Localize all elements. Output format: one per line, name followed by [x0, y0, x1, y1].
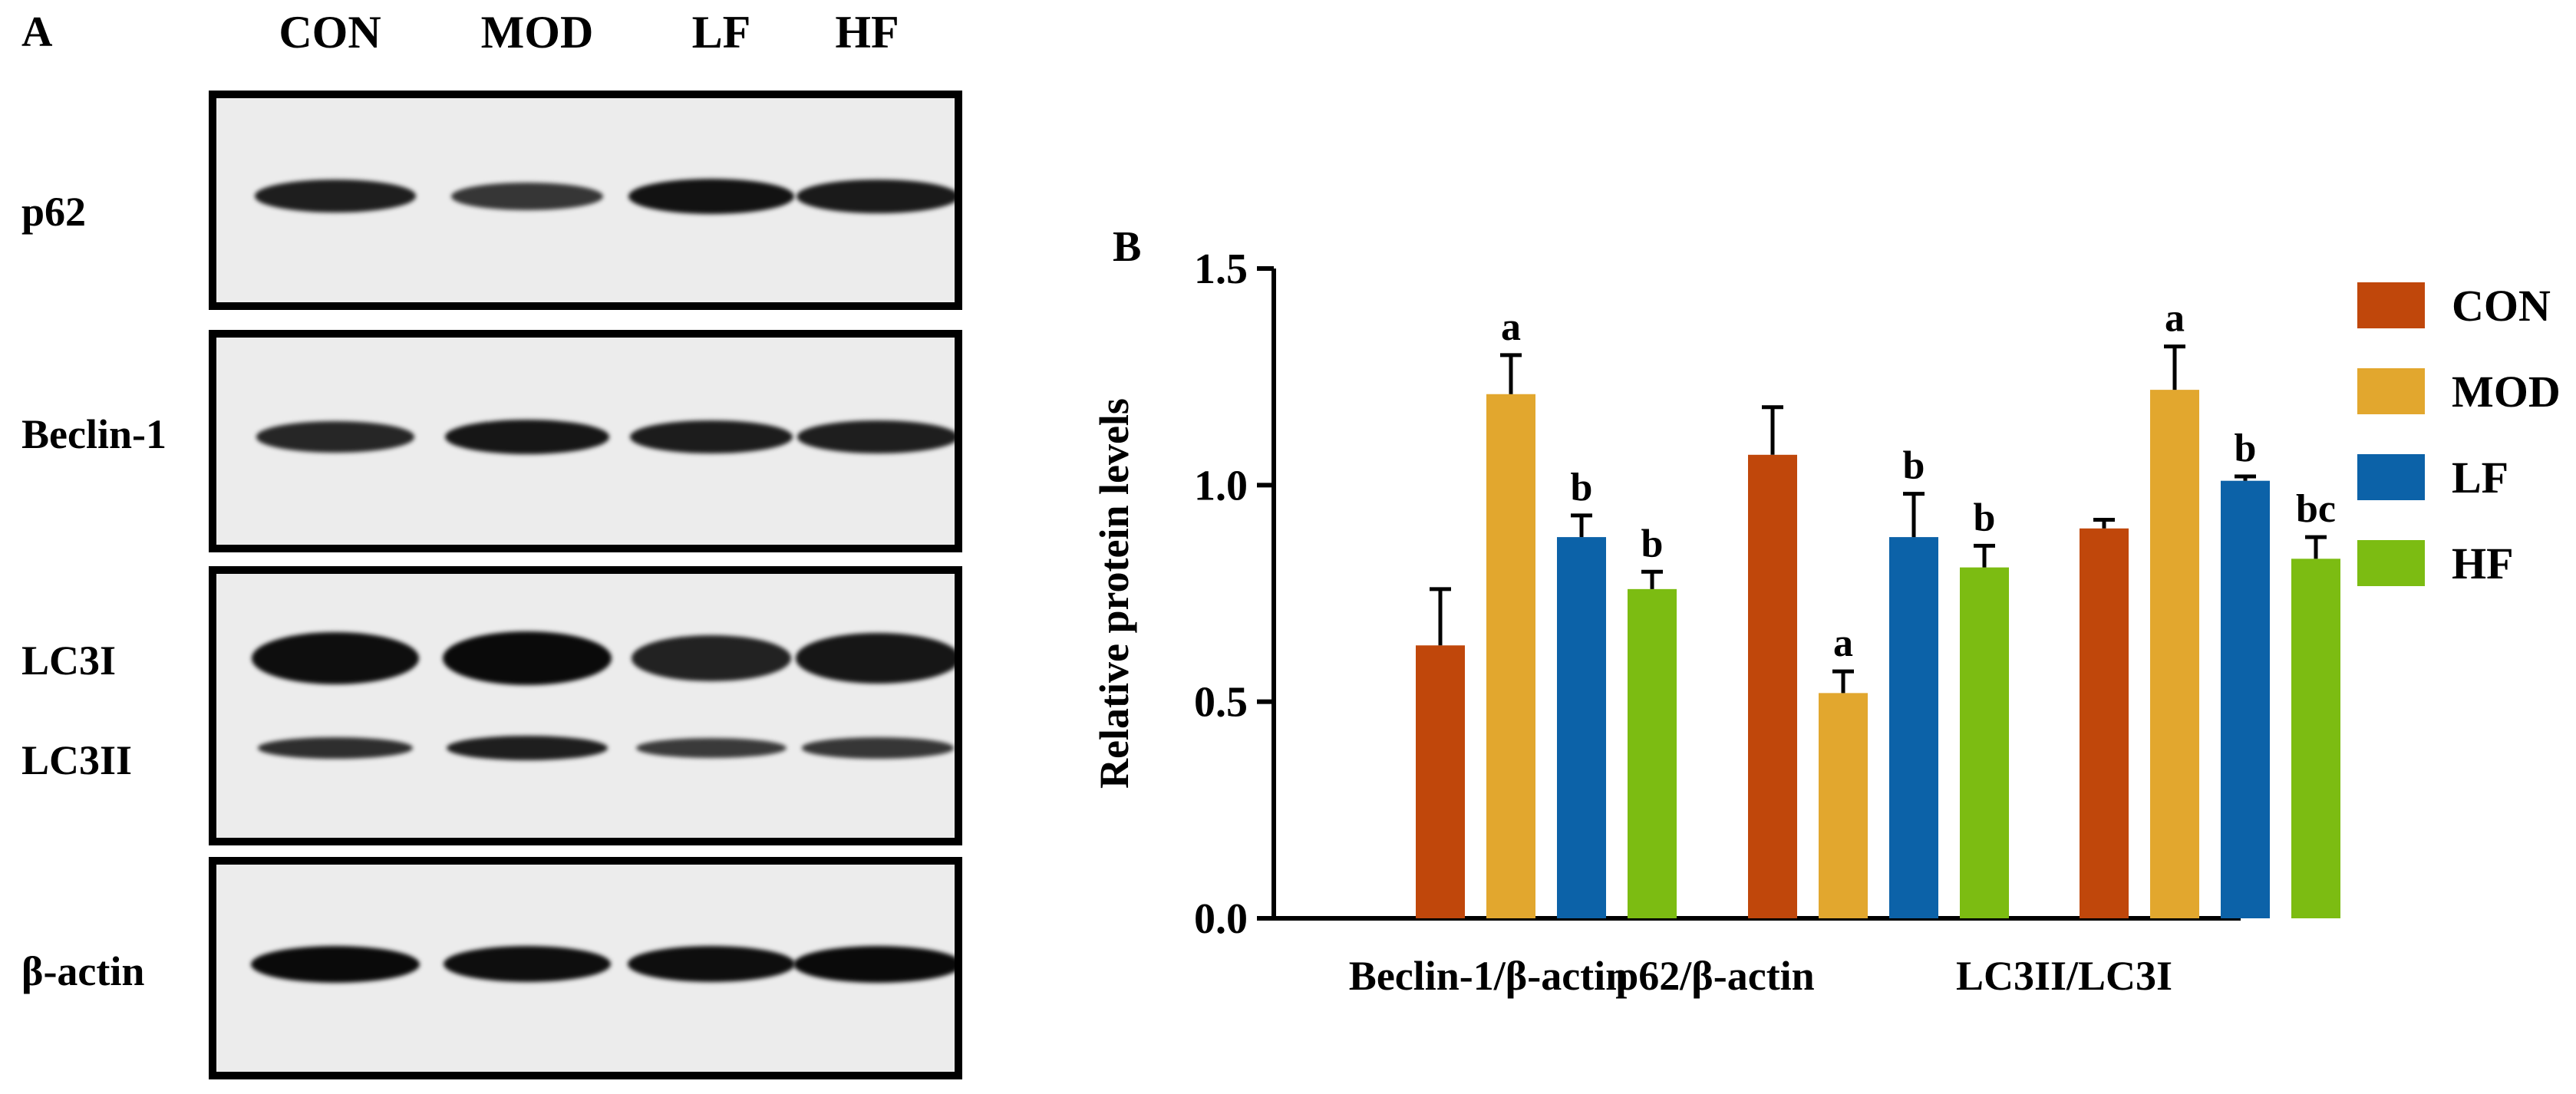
bar — [2080, 528, 2129, 918]
blot-band — [632, 634, 791, 682]
significance-label: a — [1501, 305, 1521, 349]
blot-band — [443, 631, 612, 686]
panel-a-letter: A — [21, 8, 53, 56]
significance-label: b — [1974, 496, 1996, 539]
significance-label: b — [2235, 427, 2257, 470]
blot-label-lc3i: LC3I — [21, 638, 117, 684]
blot-band — [445, 420, 609, 454]
bar — [1748, 454, 1797, 918]
blot-label-beta-actin: β-actin — [21, 948, 145, 994]
blot-band — [797, 179, 955, 213]
y-axis-title: Relative protein levels — [1091, 398, 1137, 789]
significance-label: b — [1641, 522, 1664, 565]
lane-label-hf: HF — [835, 7, 899, 58]
blot-band — [797, 420, 955, 453]
x-category-label: LC3II/LC3I — [1956, 953, 2172, 999]
blot-label-beclin1: Beclin-1 — [21, 411, 167, 457]
legend-label: HF — [2452, 539, 2514, 588]
bar — [1416, 645, 1465, 918]
blot-band — [255, 180, 416, 213]
blot-band — [630, 420, 793, 454]
bar — [1486, 394, 1535, 918]
bar — [1960, 567, 2009, 918]
blot-band — [256, 421, 414, 453]
blot-lc3 — [209, 566, 962, 845]
legend-swatch — [2357, 454, 2425, 500]
x-category-label: Beclin-1/β-actin — [1349, 953, 1628, 999]
bar — [2291, 559, 2340, 918]
blot-band — [444, 946, 611, 983]
significance-label: b — [1903, 444, 1925, 488]
lane-label-con: CON — [279, 7, 381, 58]
blot-band — [628, 946, 795, 983]
blot-beclin1 — [209, 330, 962, 552]
bar — [1889, 537, 1938, 918]
y-tick-label: 0.0 — [1194, 895, 1248, 943]
bar — [1557, 537, 1606, 918]
bar — [1819, 693, 1868, 918]
lane-label-mod: MOD — [480, 7, 594, 58]
blot-band — [796, 633, 955, 684]
significance-label: a — [1833, 621, 1853, 665]
blot-label-p62: p62 — [21, 189, 87, 235]
significance-label: a — [2165, 297, 2185, 341]
y-tick-label: 0.5 — [1194, 679, 1248, 727]
legend-label: CON — [2452, 281, 2551, 331]
bar — [2221, 480, 2270, 918]
bar — [2150, 390, 2199, 918]
blot-band — [451, 182, 603, 210]
blot-label-lc3ii: LC3II — [21, 737, 133, 783]
legend-swatch — [2357, 540, 2425, 586]
blot-band — [447, 736, 608, 760]
blot-band — [636, 737, 787, 759]
blot-band — [252, 631, 419, 685]
blot-band — [793, 945, 955, 983]
legend-label: LF — [2452, 453, 2508, 503]
legend-label: MOD — [2452, 367, 2561, 417]
blot-beta-actin — [209, 857, 962, 1079]
legend-swatch — [2357, 282, 2425, 328]
blot-band — [251, 945, 420, 983]
blot-p62 — [209, 91, 962, 310]
panel-b-letter: B — [1113, 223, 1142, 271]
legend-swatch — [2357, 368, 2425, 414]
x-category-label: p62/β-actin — [1615, 953, 1814, 999]
lane-label-lf: LF — [691, 7, 751, 58]
blot-band — [258, 736, 413, 760]
blot-band — [802, 737, 954, 759]
y-tick-label: 1.5 — [1194, 245, 1248, 293]
y-tick-label: 1.0 — [1194, 462, 1248, 509]
blot-band — [628, 178, 794, 214]
significance-label: b — [1571, 466, 1593, 509]
significance-label: bc — [2296, 487, 2336, 531]
bar — [1628, 588, 1677, 918]
